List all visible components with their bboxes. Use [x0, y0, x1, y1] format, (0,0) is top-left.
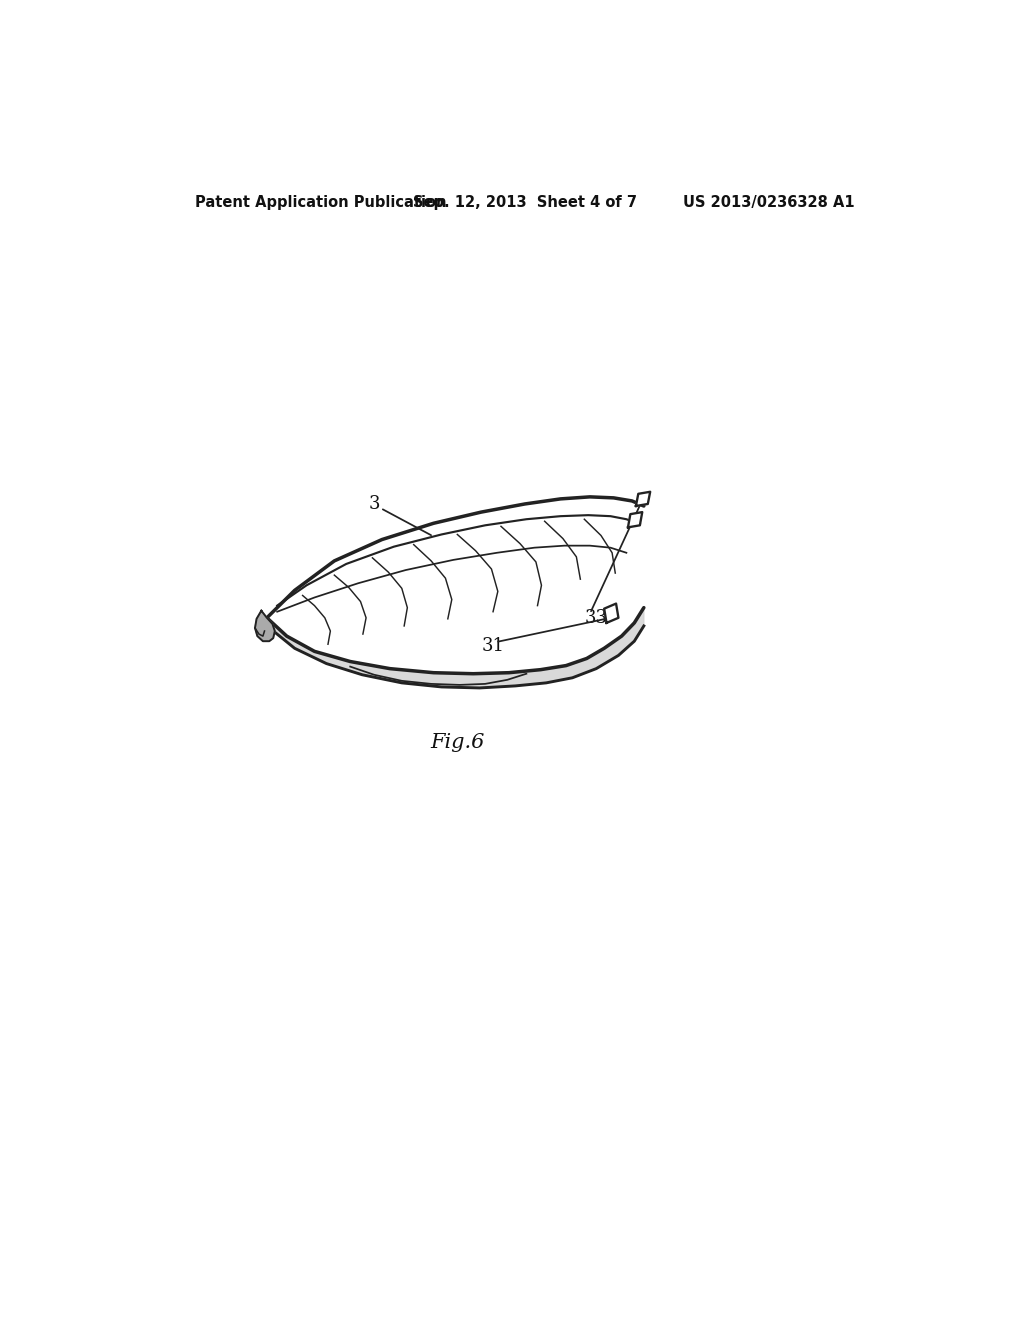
Polygon shape [628, 512, 642, 528]
Text: 31: 31 [481, 638, 505, 655]
Polygon shape [604, 603, 618, 623]
Polygon shape [267, 607, 644, 688]
Text: US 2013/0236328 A1: US 2013/0236328 A1 [683, 195, 854, 210]
Polygon shape [255, 611, 274, 642]
Polygon shape [636, 492, 650, 506]
Text: Fig.6: Fig.6 [430, 734, 484, 752]
Text: Patent Application Publication: Patent Application Publication [196, 195, 446, 210]
Text: Sep. 12, 2013  Sheet 4 of 7: Sep. 12, 2013 Sheet 4 of 7 [413, 195, 637, 210]
Text: 33: 33 [585, 609, 607, 627]
Polygon shape [267, 496, 644, 673]
Text: 3: 3 [369, 495, 380, 513]
